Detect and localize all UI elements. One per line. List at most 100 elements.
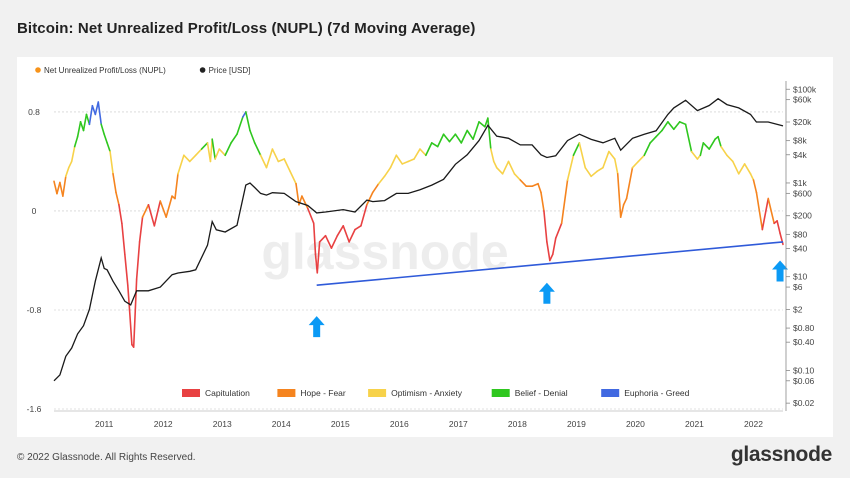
nupl-segment xyxy=(546,241,551,262)
nupl-segment xyxy=(540,191,545,212)
nupl-segment xyxy=(73,135,79,148)
nupl-segment xyxy=(755,191,764,231)
nupl-segment xyxy=(551,237,557,256)
nupl-segment xyxy=(138,216,144,243)
right-tick-label: $10 xyxy=(793,272,807,282)
nupl-segment xyxy=(153,200,162,227)
right-tick-label: $4k xyxy=(793,150,807,160)
nupl-segment xyxy=(53,180,58,195)
nupl-segment xyxy=(478,121,486,128)
zone-swatch xyxy=(601,389,620,397)
nupl-segment xyxy=(737,163,746,175)
nupl-segment xyxy=(165,195,173,218)
nupl-segment xyxy=(316,241,321,274)
nupl-segment xyxy=(91,104,97,116)
nupl-segment xyxy=(249,129,256,144)
nupl-segment xyxy=(265,148,274,169)
nupl-segment xyxy=(543,210,548,243)
x-tick-label: 2014 xyxy=(272,419,291,429)
nupl-segment xyxy=(690,150,699,160)
nupl-segment xyxy=(643,142,651,157)
right-tick-label: $2 xyxy=(793,304,803,314)
x-tick-label: 2016 xyxy=(390,419,409,429)
nupl-segment xyxy=(395,154,404,165)
right-tick-label: $600 xyxy=(793,188,812,198)
nupl-segment xyxy=(115,191,120,206)
nupl-segment xyxy=(289,170,297,185)
nupl-segment xyxy=(194,148,203,157)
nupl-segment xyxy=(661,121,669,132)
nupl-segment xyxy=(360,203,368,227)
nupl-segment xyxy=(430,142,439,148)
nupl-segment xyxy=(389,154,398,169)
zone-swatch xyxy=(182,389,200,397)
copyright-footer: © 2022 Glassnode. All Rights Reserved. xyxy=(17,452,196,463)
nupl-segment xyxy=(776,220,781,235)
nupl-segment xyxy=(371,182,380,194)
right-tick-label: $80 xyxy=(793,229,807,239)
nupl-segment xyxy=(67,160,73,169)
nupl-segment xyxy=(128,309,133,346)
x-tick-label: 2020 xyxy=(626,419,645,429)
nupl-segment xyxy=(354,225,362,231)
nupl-segment xyxy=(472,121,480,140)
nupl-segment xyxy=(188,154,197,163)
nupl-segment xyxy=(616,173,622,218)
legend-label: Price [USD] xyxy=(209,66,251,75)
nupl-segment xyxy=(100,123,105,136)
x-tick-label: 2018 xyxy=(508,419,527,429)
nupl-segment xyxy=(271,148,280,163)
up-arrow-marker xyxy=(538,282,555,304)
nupl-segment xyxy=(501,160,510,175)
x-tick-label: 2013 xyxy=(213,419,232,429)
nupl-segment xyxy=(619,203,625,218)
nupl-segment xyxy=(112,173,117,194)
price-line xyxy=(53,97,784,382)
right-tick-label: $200 xyxy=(793,211,812,221)
left-tick-label: -0.8 xyxy=(27,305,42,315)
zone-label: Belief - Denial xyxy=(515,388,568,398)
right-tick-label: $0.40 xyxy=(793,337,815,347)
nupl-segment xyxy=(312,222,317,256)
nupl-segment xyxy=(62,175,67,197)
x-tick-label: 2017 xyxy=(449,419,468,429)
nupl-segment xyxy=(401,160,409,165)
nupl-segment xyxy=(65,166,70,178)
legend-dot xyxy=(199,67,206,73)
nupl-segment xyxy=(200,142,209,150)
nupl-segment xyxy=(301,195,309,210)
nupl-segment xyxy=(236,116,244,136)
nupl-segment xyxy=(460,129,468,144)
nupl-segment xyxy=(487,117,492,150)
nupl-segment xyxy=(717,135,722,148)
x-tick-label: 2015 xyxy=(331,419,350,429)
nupl-segment xyxy=(224,142,232,157)
nupl-segment xyxy=(596,166,604,173)
nupl-segment xyxy=(637,154,646,163)
nupl-segment xyxy=(407,158,415,163)
nupl-segment xyxy=(649,135,657,144)
nupl-segment xyxy=(608,150,616,160)
nupl-segment xyxy=(342,225,350,243)
nupl-segment xyxy=(253,142,262,157)
nupl-segment xyxy=(295,182,300,206)
x-tick-label: 2011 xyxy=(95,419,114,429)
right-tick-label: $1k xyxy=(793,178,807,188)
nupl-segment xyxy=(413,148,421,160)
nupl-segment xyxy=(366,191,374,206)
nupl-segment xyxy=(259,154,268,169)
nupl-segment xyxy=(678,121,687,126)
nupl-segment xyxy=(419,148,427,157)
right-tick-label: $0.10 xyxy=(793,365,815,375)
nupl-segment xyxy=(590,170,598,178)
right-tick-label: $60k xyxy=(793,95,812,105)
right-tick-label: $100k xyxy=(793,84,817,94)
nupl-segment xyxy=(56,181,61,195)
nupl-segment xyxy=(448,133,457,143)
nupl-segment xyxy=(425,142,433,157)
plot-area xyxy=(53,97,789,382)
nupl-segment xyxy=(88,104,94,126)
nupl-segment xyxy=(622,197,628,206)
nupl-segment xyxy=(141,203,150,218)
nupl-segment xyxy=(732,160,740,175)
